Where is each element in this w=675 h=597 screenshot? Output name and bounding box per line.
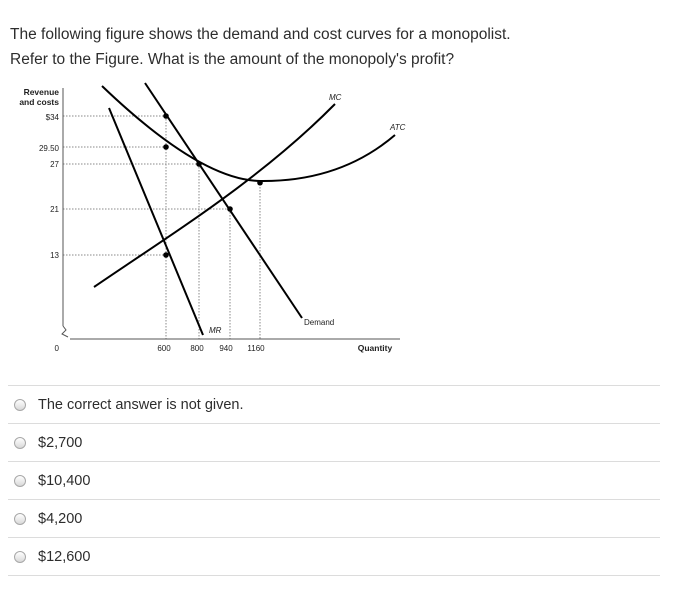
- y-tick-label: 29.50: [39, 144, 60, 153]
- key-point: [163, 252, 169, 258]
- answer-option[interactable]: $4,200: [8, 499, 660, 537]
- radio-button[interactable]: [14, 436, 26, 449]
- answer-option[interactable]: $2,700: [8, 423, 660, 461]
- x-tick-label: 940: [219, 344, 233, 353]
- radio-button[interactable]: [14, 550, 26, 563]
- key-point: [257, 179, 263, 186]
- y-tick-label: 27: [50, 160, 59, 169]
- answer-option[interactable]: $12,600: [8, 537, 660, 576]
- x-tick-label: 800: [190, 344, 204, 353]
- origin-label: 0: [55, 344, 60, 353]
- key-point: [163, 144, 169, 150]
- x-tick-label: 600: [157, 344, 171, 353]
- y-tick-label: 21: [50, 205, 59, 214]
- key-point: [227, 206, 233, 212]
- key-point: [196, 161, 202, 167]
- answer-option[interactable]: $10,400: [8, 461, 660, 499]
- y-axis-title-line-1: Revenue: [24, 87, 60, 97]
- answer-option-label: $10,400: [38, 472, 91, 489]
- mr-label: MR: [209, 326, 222, 335]
- key-points: [163, 113, 263, 258]
- x-axis-title: Quantity: [358, 343, 393, 353]
- axis-break: [61, 325, 69, 338]
- atc-label: ATC: [389, 123, 406, 132]
- question-line-1: The following figure shows the demand an…: [10, 26, 511, 43]
- atc-curve: [101, 85, 396, 183]
- demand-curve: [144, 82, 303, 319]
- radio-button[interactable]: [14, 398, 26, 411]
- mc-label: MC: [329, 93, 342, 102]
- answer-option-label: $2,700: [38, 434, 83, 451]
- demand-label: Demand: [304, 318, 334, 327]
- radio-button[interactable]: [14, 512, 26, 525]
- y-tick-label: 13: [50, 251, 59, 260]
- answer-option-label: $4,200: [38, 510, 83, 527]
- question-line-2: Refer to the Figure. What is the amount …: [10, 51, 455, 68]
- y-tick-label: $34: [46, 113, 60, 122]
- key-point: [163, 113, 169, 119]
- x-tick-label: 1160: [247, 344, 265, 353]
- question-text: The following figure shows the demand an…: [10, 22, 660, 72]
- answer-option[interactable]: The correct answer is not given.: [8, 385, 660, 423]
- radio-button[interactable]: [14, 474, 26, 487]
- y-axis-title-line-2: and costs: [19, 97, 59, 107]
- mc-curve: [93, 103, 336, 288]
- answer-option-label: The correct answer is not given.: [38, 396, 244, 413]
- answer-option-label: $12,600: [38, 548, 91, 565]
- mr-curve: [108, 107, 204, 336]
- answer-options: The correct answer is not given. $2,700 …: [8, 385, 660, 576]
- monopoly-chart: Revenue and costs $34 29.50 27 21 13 0 6…: [19, 82, 406, 353]
